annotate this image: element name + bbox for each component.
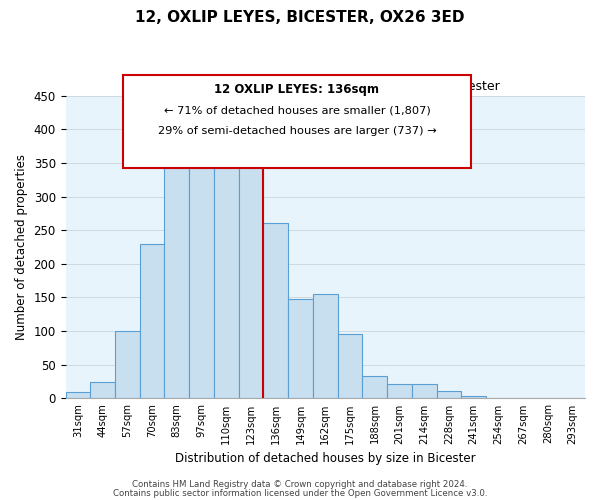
Bar (387, 384, 412, 398)
Bar (90, 382, 115, 398)
Bar (239, 158, 263, 398)
Bar (214, 148, 239, 398)
Bar (115, 331, 140, 398)
Text: ← 71% of detached houses are smaller (1,807): ← 71% of detached houses are smaller (1,… (164, 105, 430, 115)
Text: 29% of semi-detached houses are larger (737) →: 29% of semi-detached houses are larger (… (158, 126, 436, 136)
X-axis label: Distribution of detached houses by size in Bicester: Distribution of detached houses by size … (175, 452, 476, 465)
Bar (362, 376, 387, 398)
Bar (338, 334, 362, 398)
Bar (164, 153, 189, 398)
Text: 12, OXLIP LEYES, BICESTER, OX26 3ED: 12, OXLIP LEYES, BICESTER, OX26 3ED (135, 10, 465, 25)
Bar (313, 294, 338, 399)
Bar (288, 299, 313, 398)
Title: Size of property relative to detached houses in Bicester: Size of property relative to detached ho… (151, 80, 500, 93)
Bar (437, 391, 461, 398)
Y-axis label: Number of detached properties: Number of detached properties (15, 154, 28, 340)
Text: Contains public sector information licensed under the Open Government Licence v3: Contains public sector information licen… (113, 489, 487, 498)
Text: Contains HM Land Registry data © Crown copyright and database right 2024.: Contains HM Land Registry data © Crown c… (132, 480, 468, 489)
Bar (140, 244, 164, 398)
Bar (263, 224, 288, 398)
Bar (412, 384, 437, 398)
Bar (65, 392, 90, 398)
Bar (189, 150, 214, 398)
Text: 12 OXLIP LEYES: 136sqm: 12 OXLIP LEYES: 136sqm (215, 84, 380, 96)
Bar (461, 396, 486, 398)
